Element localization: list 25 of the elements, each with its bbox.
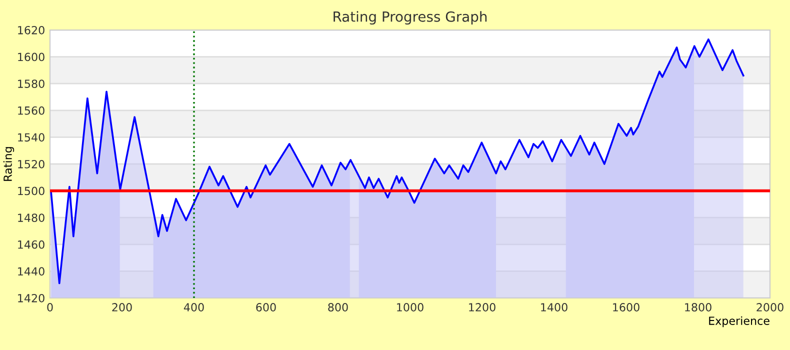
x-tick-label: 600 — [256, 303, 276, 312]
x-tick-label: 1000 — [397, 303, 424, 312]
y-tick-label: 1620 — [18, 26, 44, 34]
x-tick-label: 200 — [112, 303, 132, 312]
x-tick-label: 1800 — [685, 303, 712, 312]
x-tick-label: 400 — [184, 303, 204, 312]
x-tick-label: 0 — [47, 303, 53, 312]
y-tick-label: 1560 — [18, 106, 44, 115]
y-tick-label: 1580 — [18, 80, 44, 88]
y-tick-label: 1440 — [18, 267, 44, 276]
x-tick-label: 1400 — [541, 303, 568, 312]
y-tick-label: 1420 — [18, 294, 44, 302]
y-tick-label: 1540 — [18, 133, 44, 142]
y-tick-label: 1600 — [18, 52, 44, 62]
x-tick-label: 1600 — [613, 303, 640, 312]
x-axis-title: Experience — [709, 316, 770, 328]
y-tick-label: 1520 — [18, 160, 44, 168]
y-tick-label: 1480 — [18, 214, 44, 222]
chart-title: Rating Progress Graph — [334, 11, 487, 25]
y-axis-title: Rating — [3, 147, 14, 181]
y-tick-label: 1460 — [18, 240, 44, 249]
x-tick-label: 2000 — [756, 303, 784, 312]
x-tick-label: 1200 — [469, 303, 496, 312]
y-tick-label: 1500 — [18, 186, 44, 196]
x-tick-label: 800 — [328, 303, 348, 312]
